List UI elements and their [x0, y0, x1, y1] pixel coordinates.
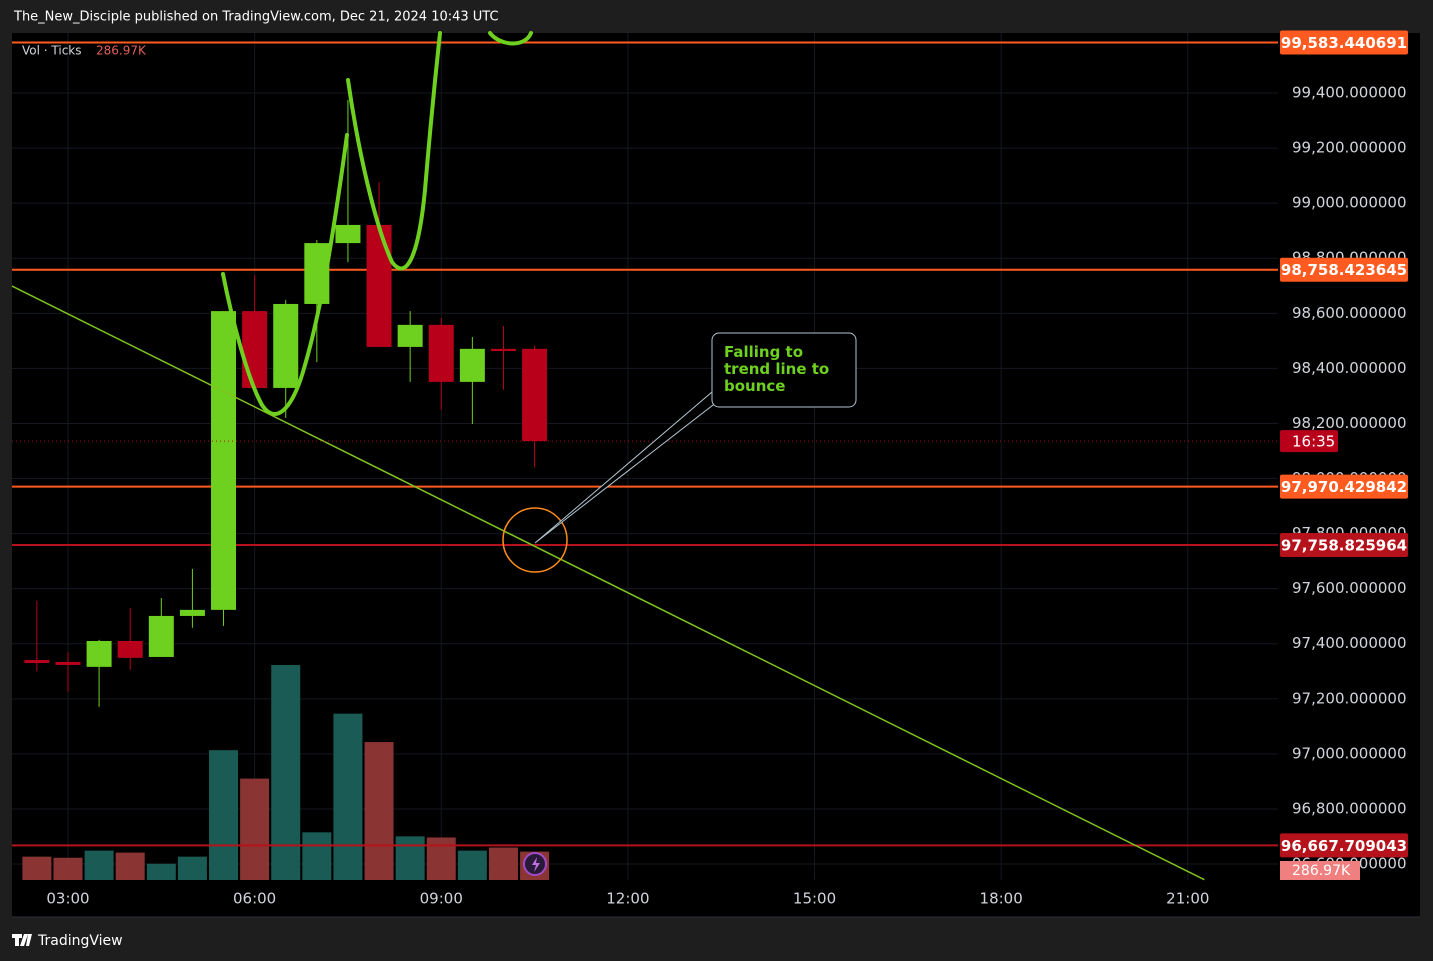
candle-body: [273, 303, 299, 388]
y-tick-label: 97,600.000000: [1292, 579, 1407, 597]
y-tick-label: 99,200.000000: [1292, 139, 1407, 157]
y-tick-label: 98,200.000000: [1292, 414, 1407, 432]
y-tick-label: 96,800.000000: [1292, 799, 1407, 817]
y-tick-label: 99,000.000000: [1292, 194, 1407, 212]
volume-pane: [22, 665, 550, 880]
volume-legend-value: 286.97K: [96, 44, 147, 58]
level-label-bg: [1280, 257, 1408, 282]
candle-body: [55, 661, 81, 665]
y-tick-label: 98,600.000000: [1292, 304, 1407, 322]
y-tick-label: 97,000.000000: [1292, 744, 1407, 762]
candle-body: [490, 348, 516, 352]
level-label: 98,758.423645: [1281, 261, 1407, 279]
volume-bar: [364, 742, 394, 880]
volume-bar: [271, 665, 301, 880]
y-tick-label: 99,400.000000: [1292, 84, 1407, 102]
level-label: 97,758.825964: [1281, 536, 1407, 554]
candle-body: [428, 324, 454, 382]
candle-body: [179, 609, 205, 616]
callout-text: Falling to trend line to bounce: [724, 343, 829, 395]
volume-label-bg: [1280, 861, 1360, 880]
candle-body: [397, 324, 423, 347]
volume-bar: [302, 832, 332, 880]
volume-bar: [209, 750, 239, 880]
chart-area: [12, 33, 1420, 917]
level-label-bg: [1280, 532, 1408, 557]
level-label: 99,583.440691: [1281, 34, 1407, 52]
x-tick-label: 21:00: [1166, 890, 1209, 908]
countdown-bg: [1280, 430, 1338, 453]
candle-body: [522, 348, 548, 442]
freehand-drawing: [221, 31, 533, 417]
countdown: 16:35: [1292, 433, 1335, 451]
candle-body: [24, 659, 50, 664]
volume-bar: [84, 850, 114, 880]
y-tick-label: 97,200.000000: [1292, 689, 1407, 707]
volume-bar: [333, 713, 363, 880]
volume-bar: [488, 847, 518, 880]
candle-body: [242, 311, 268, 388]
highlight-circle: [502, 507, 568, 573]
volume-bar: [22, 856, 52, 880]
level-label-bg: [1280, 30, 1408, 55]
x-tick-label: 15:00: [793, 890, 836, 908]
x-tick-label: 03:00: [46, 890, 89, 908]
level-label-bg: [1280, 474, 1408, 499]
volume-bar: [146, 863, 176, 880]
volume-bar: [53, 857, 83, 880]
overlay: 16:35 286.97K: [11, 285, 1360, 881]
candle-body: [366, 224, 392, 347]
candle-body: [86, 640, 112, 667]
x-tick-label: 12:00: [606, 890, 649, 908]
volume-label: 286.97K: [1292, 863, 1351, 879]
x-tick-label: 06:00: [233, 890, 276, 908]
candle-body: [211, 311, 237, 610]
volume-legend: Vol · Ticks: [22, 44, 82, 58]
candle-body: [459, 348, 485, 382]
level-label-bg: [1280, 833, 1408, 858]
volume-bar: [426, 837, 456, 880]
volume-bar: [395, 836, 425, 880]
y-tick-label: 97,400.000000: [1292, 634, 1407, 652]
candle-body: [148, 615, 174, 657]
callout-box: [711, 332, 857, 408]
header: The_New_Disciple published on TradingVie…: [13, 10, 499, 25]
y-tick-label: 98,400.000000: [1292, 359, 1407, 377]
trend-line: [11, 285, 1205, 881]
level-label: 97,970.429842: [1281, 478, 1407, 496]
footer: TradingView: [37, 933, 123, 949]
candle-body: [335, 224, 361, 244]
level-label: 96,667.709043: [1281, 837, 1407, 855]
volume-bar: [240, 778, 270, 880]
volume-bar: [115, 852, 145, 880]
volume-bar: [177, 856, 207, 880]
x-tick-label: 18:00: [980, 890, 1023, 908]
x-tick-label: 09:00: [420, 890, 463, 908]
levels: 99,583.440691 98,758.423645 97,970.429842 9…: [12, 30, 1408, 858]
candle-body: [117, 640, 143, 658]
candles: [24, 99, 548, 707]
volume-bar: [457, 850, 487, 880]
alert-bolt: [532, 857, 540, 872]
logo: [12, 934, 32, 946]
